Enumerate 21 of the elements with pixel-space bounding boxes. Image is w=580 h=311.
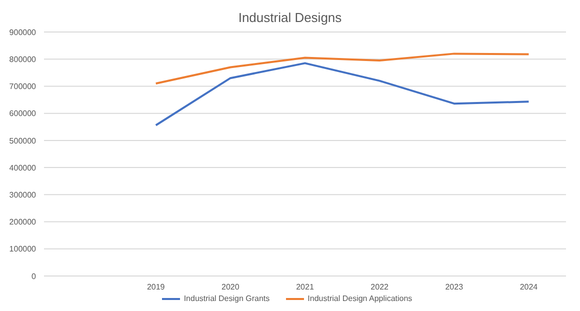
y-tick-label: 100000 (9, 244, 37, 254)
y-tick-label: 800000 (9, 54, 37, 64)
y-tick-label: 600000 (9, 109, 37, 118)
y-tick-label: 0 (32, 272, 37, 281)
chart-title: Industrial Designs (237, 9, 343, 27)
y-tick-label: 300000 (9, 190, 37, 200)
x-tick-label: 2022 (370, 282, 390, 292)
y-tick-label: 700000 (9, 82, 37, 92)
y-tick-label: 900000 (9, 28, 37, 37)
x-tick-label: 2021 (296, 282, 314, 292)
line-series (154, 62, 530, 126)
x-tick-label: 2020 (222, 282, 240, 292)
line-series (154, 52, 530, 85)
y-tick-label: 500000 (9, 136, 37, 146)
x-tick-label: 2024 (520, 282, 538, 292)
legend-label: Industrial Design Grants (184, 294, 270, 303)
y-tick-label: 400000 (9, 163, 37, 172)
y-tick-label: 200000 (9, 218, 37, 227)
legend-label: Industrial Design Applications (308, 294, 412, 303)
x-tick-label: 2019 (146, 282, 166, 292)
x-tick-label: 2023 (445, 282, 464, 292)
